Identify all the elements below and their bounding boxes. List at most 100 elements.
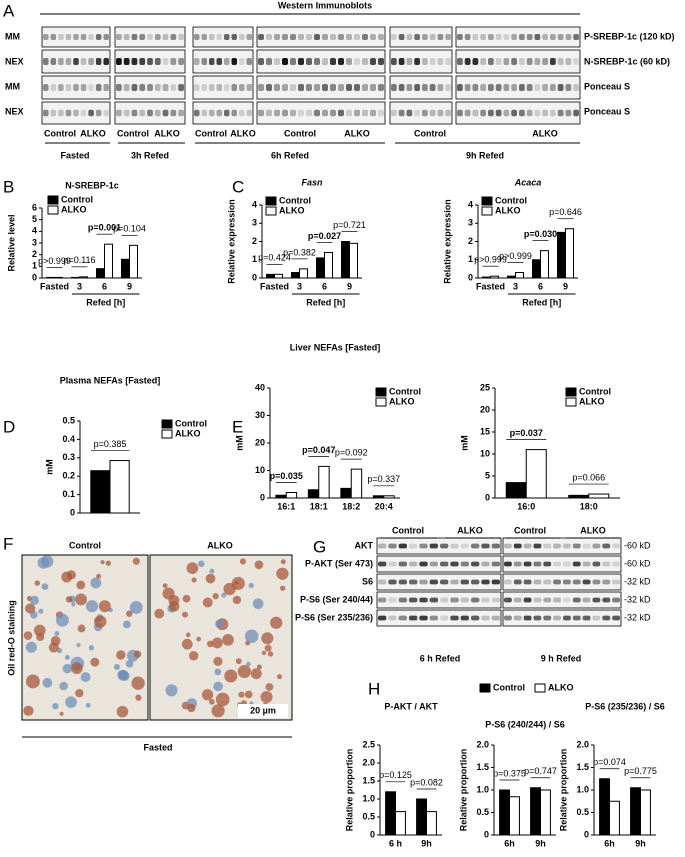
band: [472, 34, 479, 40]
band: [513, 597, 522, 603]
band: [147, 58, 153, 65]
band: [290, 34, 296, 40]
band: [147, 84, 153, 91]
band: [362, 58, 368, 65]
legend-label: ALKO: [548, 682, 574, 692]
y-axis-label: mM: [44, 459, 54, 475]
bar: [90, 470, 111, 514]
band: [73, 58, 79, 65]
legend-swatch: [479, 683, 491, 693]
band: [592, 579, 601, 585]
band: [88, 109, 94, 117]
time-label: 6 h Refed: [420, 653, 461, 663]
bar: [565, 228, 574, 279]
band: [362, 34, 368, 40]
band: [338, 84, 344, 91]
band: [409, 561, 418, 567]
group-label: ALKO: [580, 525, 606, 535]
band: [330, 109, 336, 117]
panel-label: G: [313, 537, 326, 556]
size-label: -32 kD: [624, 594, 651, 604]
band: [224, 84, 230, 91]
band: [258, 109, 264, 117]
band: [116, 84, 122, 91]
legend-swatch: [47, 205, 59, 215]
cell: [252, 598, 264, 610]
time-label: 9 h Refed: [541, 653, 582, 663]
bar: [275, 494, 287, 499]
band: [542, 109, 548, 117]
cell: [122, 620, 131, 629]
band: [322, 84, 328, 91]
blot: [455, 26, 581, 48]
y-tick-label: 0.5: [362, 811, 375, 821]
band: [216, 58, 222, 65]
p-value: p=0.721: [333, 220, 366, 230]
band: [103, 109, 109, 117]
blot: [256, 49, 386, 74]
band: [378, 58, 384, 65]
band: [550, 58, 556, 65]
band: [565, 34, 572, 40]
band: [526, 109, 533, 117]
band: [526, 84, 533, 91]
bar: [318, 465, 330, 499]
cell: [256, 664, 262, 670]
blot: [376, 573, 502, 591]
group-label: ALKO: [230, 128, 256, 138]
x-tick-label: 9: [347, 281, 352, 291]
cell: [117, 669, 129, 681]
band: [495, 34, 502, 40]
y-tick-label: 0: [370, 829, 375, 839]
cell: [129, 601, 143, 614]
band: [388, 579, 397, 585]
band: [563, 597, 571, 603]
band: [80, 34, 87, 40]
band: [437, 34, 444, 40]
band: [170, 58, 177, 65]
bar: [350, 468, 363, 499]
band: [116, 109, 122, 117]
cell: [182, 611, 188, 618]
band: [429, 579, 438, 585]
legend-swatch: [375, 397, 387, 407]
cell: [133, 650, 142, 658]
band: [194, 58, 200, 65]
band: [450, 615, 459, 621]
bar: [507, 275, 516, 279]
x-tick-label: 18:2: [342, 501, 360, 511]
y-tick-label: 3: [468, 218, 473, 228]
band: [592, 615, 601, 621]
band: [314, 58, 320, 65]
band: [398, 561, 407, 567]
x-tick-label: 20:4: [375, 501, 393, 511]
band: [65, 109, 72, 117]
x-axis-label: Refed [h]: [306, 297, 345, 307]
blot: [389, 49, 453, 74]
cell: [224, 669, 238, 683]
cell: [71, 602, 76, 607]
band: [378, 579, 387, 585]
x-tick-label: 9h: [635, 838, 646, 848]
band: [422, 84, 428, 91]
y-axis-label: Relative proportion: [458, 749, 468, 832]
band-label: N-SREBP-1c (60 kD): [584, 56, 670, 66]
band: [543, 597, 552, 603]
bar: [274, 273, 283, 279]
band: [504, 597, 512, 603]
band: [563, 561, 571, 567]
cell: [265, 683, 274, 691]
cell: [235, 658, 242, 665]
band: [429, 84, 436, 91]
band: [481, 579, 490, 585]
band: [58, 34, 64, 40]
x-tick-label: 9: [127, 281, 132, 291]
band: [422, 58, 428, 65]
band: [460, 597, 469, 603]
band: [398, 109, 405, 117]
band: [543, 579, 552, 585]
band: [88, 84, 94, 91]
y-tick-label: 0.3: [62, 452, 75, 462]
bar: [395, 811, 406, 836]
band: [330, 84, 336, 91]
